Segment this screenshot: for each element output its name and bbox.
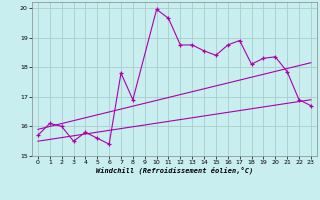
X-axis label: Windchill (Refroidissement éolien,°C): Windchill (Refroidissement éolien,°C) (96, 167, 253, 174)
